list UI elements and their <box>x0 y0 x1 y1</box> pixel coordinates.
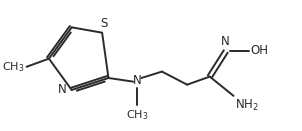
Text: N: N <box>133 74 141 87</box>
Text: S: S <box>101 17 108 29</box>
Text: N: N <box>220 35 229 48</box>
Text: CH$_3$: CH$_3$ <box>2 60 24 74</box>
Text: N: N <box>58 83 67 96</box>
Text: NH$_2$: NH$_2$ <box>235 98 259 113</box>
Text: OH: OH <box>250 44 268 57</box>
Text: CH$_3$: CH$_3$ <box>126 108 148 122</box>
